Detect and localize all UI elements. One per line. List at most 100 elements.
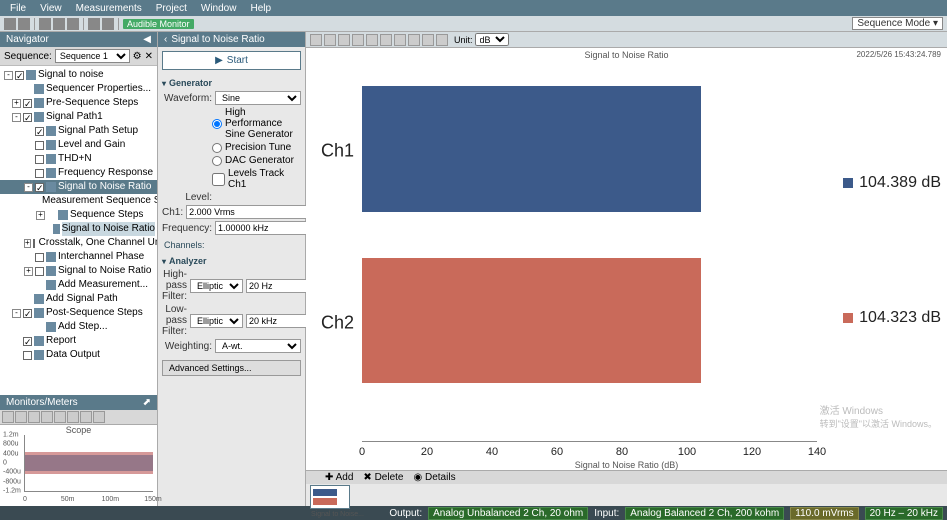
toolbar-icon[interactable] xyxy=(53,18,65,30)
tree-node[interactable]: Add Step... xyxy=(0,320,157,334)
monitors-header: Monitors/Meters ⬈ xyxy=(0,395,157,410)
navigator-header: Navigator ◀ xyxy=(0,32,157,47)
advanced-settings-button[interactable]: Advanced Settings... xyxy=(162,360,301,376)
monitor-tool-icon[interactable] xyxy=(67,411,79,423)
tree-node[interactable]: Signal Path Setup xyxy=(0,124,157,138)
popout-icon[interactable]: ⬈ xyxy=(143,397,151,408)
hp-sine-radio[interactable] xyxy=(212,119,222,129)
input-status: Analog Balanced 2 Ch, 200 kohm xyxy=(625,507,784,520)
x-tick: 60 xyxy=(551,446,563,458)
collapse-icon[interactable]: ◀ xyxy=(143,34,151,45)
chart-tool-icon[interactable] xyxy=(338,34,350,46)
monitor-tool-icon[interactable] xyxy=(54,411,66,423)
tree-node[interactable]: Add Signal Path xyxy=(0,292,157,306)
tree-node[interactable]: +Pre-Sequence Steps xyxy=(0,96,157,110)
chart-tool-icon[interactable] xyxy=(352,34,364,46)
weighting-select[interactable]: A-wt. xyxy=(215,339,301,353)
add-button[interactable]: ✚ Add xyxy=(322,472,356,483)
navigator-tree[interactable]: -Signal to noiseSequencer Properties...+… xyxy=(0,66,157,395)
tree-node[interactable]: +Crosstalk, One Channel Undriven xyxy=(0,236,157,250)
ch1-level-input[interactable] xyxy=(186,205,309,219)
menu-window[interactable]: Window xyxy=(195,3,243,14)
hp-filter-type-select[interactable]: Elliptic xyxy=(190,279,243,293)
status-bar: Output:Analog Unbalanced 2 Ch, 20 ohm In… xyxy=(0,506,947,520)
menu-file[interactable]: File xyxy=(4,3,32,14)
monitor-tool-icon[interactable] xyxy=(28,411,40,423)
audible-monitor-button[interactable]: Audible Monitor xyxy=(123,19,194,29)
sequence-select[interactable]: Sequence 1 xyxy=(55,49,130,63)
x-tick: 20 xyxy=(421,446,433,458)
monitor-tool-icon[interactable] xyxy=(93,411,105,423)
output-status: Analog Unbalanced 2 Ch, 20 ohm xyxy=(428,507,588,520)
menu-help[interactable]: Help xyxy=(244,3,277,14)
menu-view[interactable]: View xyxy=(34,3,68,14)
thumbnail-bar: ✚ Add ✖ Delete ◉ Details Signal to Noise… xyxy=(306,470,947,506)
tree-node[interactable]: Level and Gain xyxy=(0,138,157,152)
precision-tune-radio[interactable] xyxy=(212,143,222,153)
tree-node[interactable]: -Signal Path1 xyxy=(0,110,157,124)
start-button[interactable]: Start xyxy=(162,51,301,70)
waveform-select[interactable]: Sine xyxy=(215,91,301,105)
tree-node[interactable]: Signal to Noise Ratio xyxy=(0,222,157,236)
dac-gen-radio[interactable] xyxy=(212,156,222,166)
back-icon[interactable]: ‹ xyxy=(164,34,167,45)
toolbar-icon[interactable] xyxy=(18,18,30,30)
monitors-toolbar xyxy=(0,410,157,424)
tree-node[interactable]: -Post-Sequence Steps xyxy=(0,306,157,320)
seq-action-icon[interactable]: ✕ xyxy=(145,51,153,62)
chart-area: Signal to Noise Ratio 2022/5/26 15:43:24… xyxy=(306,48,947,470)
sequence-mode-dropdown[interactable]: Sequence Mode ▾ xyxy=(852,17,943,30)
channels-label: Channels: xyxy=(158,238,305,252)
chart-tool-icon[interactable] xyxy=(324,34,336,46)
menu-measurements[interactable]: Measurements xyxy=(70,3,148,14)
chart-toolbar: Unit: dB xyxy=(306,32,947,48)
tree-node[interactable]: Frequency Response xyxy=(0,166,157,180)
chart-tool-icon[interactable] xyxy=(310,34,322,46)
tree-node[interactable]: Report xyxy=(0,334,157,348)
tree-node[interactable]: +Signal to Noise Ratio xyxy=(0,264,157,278)
tree-node[interactable]: THD+N xyxy=(0,152,157,166)
unit-select[interactable]: dB xyxy=(475,33,509,46)
tree-node[interactable]: -Signal to noise xyxy=(0,68,157,82)
unit-label: Unit: xyxy=(454,35,473,45)
chart-thumbnail[interactable]: Signal to Noise... xyxy=(310,485,350,509)
tree-node[interactable]: +Sequence Steps xyxy=(0,208,157,222)
chart-tool-icon[interactable] xyxy=(394,34,406,46)
windows-watermark: 激活 Windows转到"设置"以激活 Windows。 xyxy=(820,402,937,430)
monitor-tool-icon[interactable] xyxy=(80,411,92,423)
toolbar-icon[interactable] xyxy=(88,18,100,30)
delete-button[interactable]: ✖ Delete xyxy=(360,472,406,483)
channel-label: Ch2 xyxy=(321,312,362,333)
tree-node[interactable]: Add Measurement... xyxy=(0,278,157,292)
seq-action-icon[interactable]: ⚙ xyxy=(133,51,142,62)
chart-tool-icon[interactable] xyxy=(422,34,434,46)
x-tick: 40 xyxy=(486,446,498,458)
toolbar-icon[interactable] xyxy=(67,18,79,30)
levels-track-checkbox[interactable] xyxy=(212,173,225,186)
tree-node[interactable]: -Signal to Noise Ratio xyxy=(0,180,157,194)
generator-section-header[interactable]: Generator xyxy=(162,76,301,90)
main-toolbar: Audible Monitor Sequence Mode ▾ xyxy=(0,16,947,32)
details-button[interactable]: ◉ Details xyxy=(410,472,458,483)
chart-tool-icon[interactable] xyxy=(436,34,448,46)
lp-filter-type-select[interactable]: Elliptic xyxy=(190,314,243,328)
tree-node[interactable]: Data Output xyxy=(0,348,157,362)
monitor-tool-icon[interactable] xyxy=(41,411,53,423)
chart-tool-icon[interactable] xyxy=(408,34,420,46)
toolbar-icon[interactable] xyxy=(39,18,51,30)
tree-node[interactable]: Measurement Sequence Settings... xyxy=(0,194,157,208)
tree-node[interactable]: Interchannel Phase xyxy=(0,250,157,264)
x-tick: 0 xyxy=(359,446,365,458)
x-axis-title: Signal to Noise Ratio (dB) xyxy=(575,460,679,470)
bandwidth-status: 20 Hz – 20 kHz xyxy=(865,507,943,520)
monitor-tool-icon[interactable] xyxy=(2,411,14,423)
toolbar-icon[interactable] xyxy=(4,18,16,30)
chart-tool-icon[interactable] xyxy=(366,34,378,46)
menu-project[interactable]: Project xyxy=(150,3,193,14)
tree-node[interactable]: Sequencer Properties... xyxy=(0,82,157,96)
chart-tool-icon[interactable] xyxy=(380,34,392,46)
analyzer-section-header[interactable]: Analyzer xyxy=(162,254,301,268)
toolbar-icon[interactable] xyxy=(102,18,114,30)
monitor-tool-icon[interactable] xyxy=(15,411,27,423)
channel-label: Ch1 xyxy=(321,140,362,161)
